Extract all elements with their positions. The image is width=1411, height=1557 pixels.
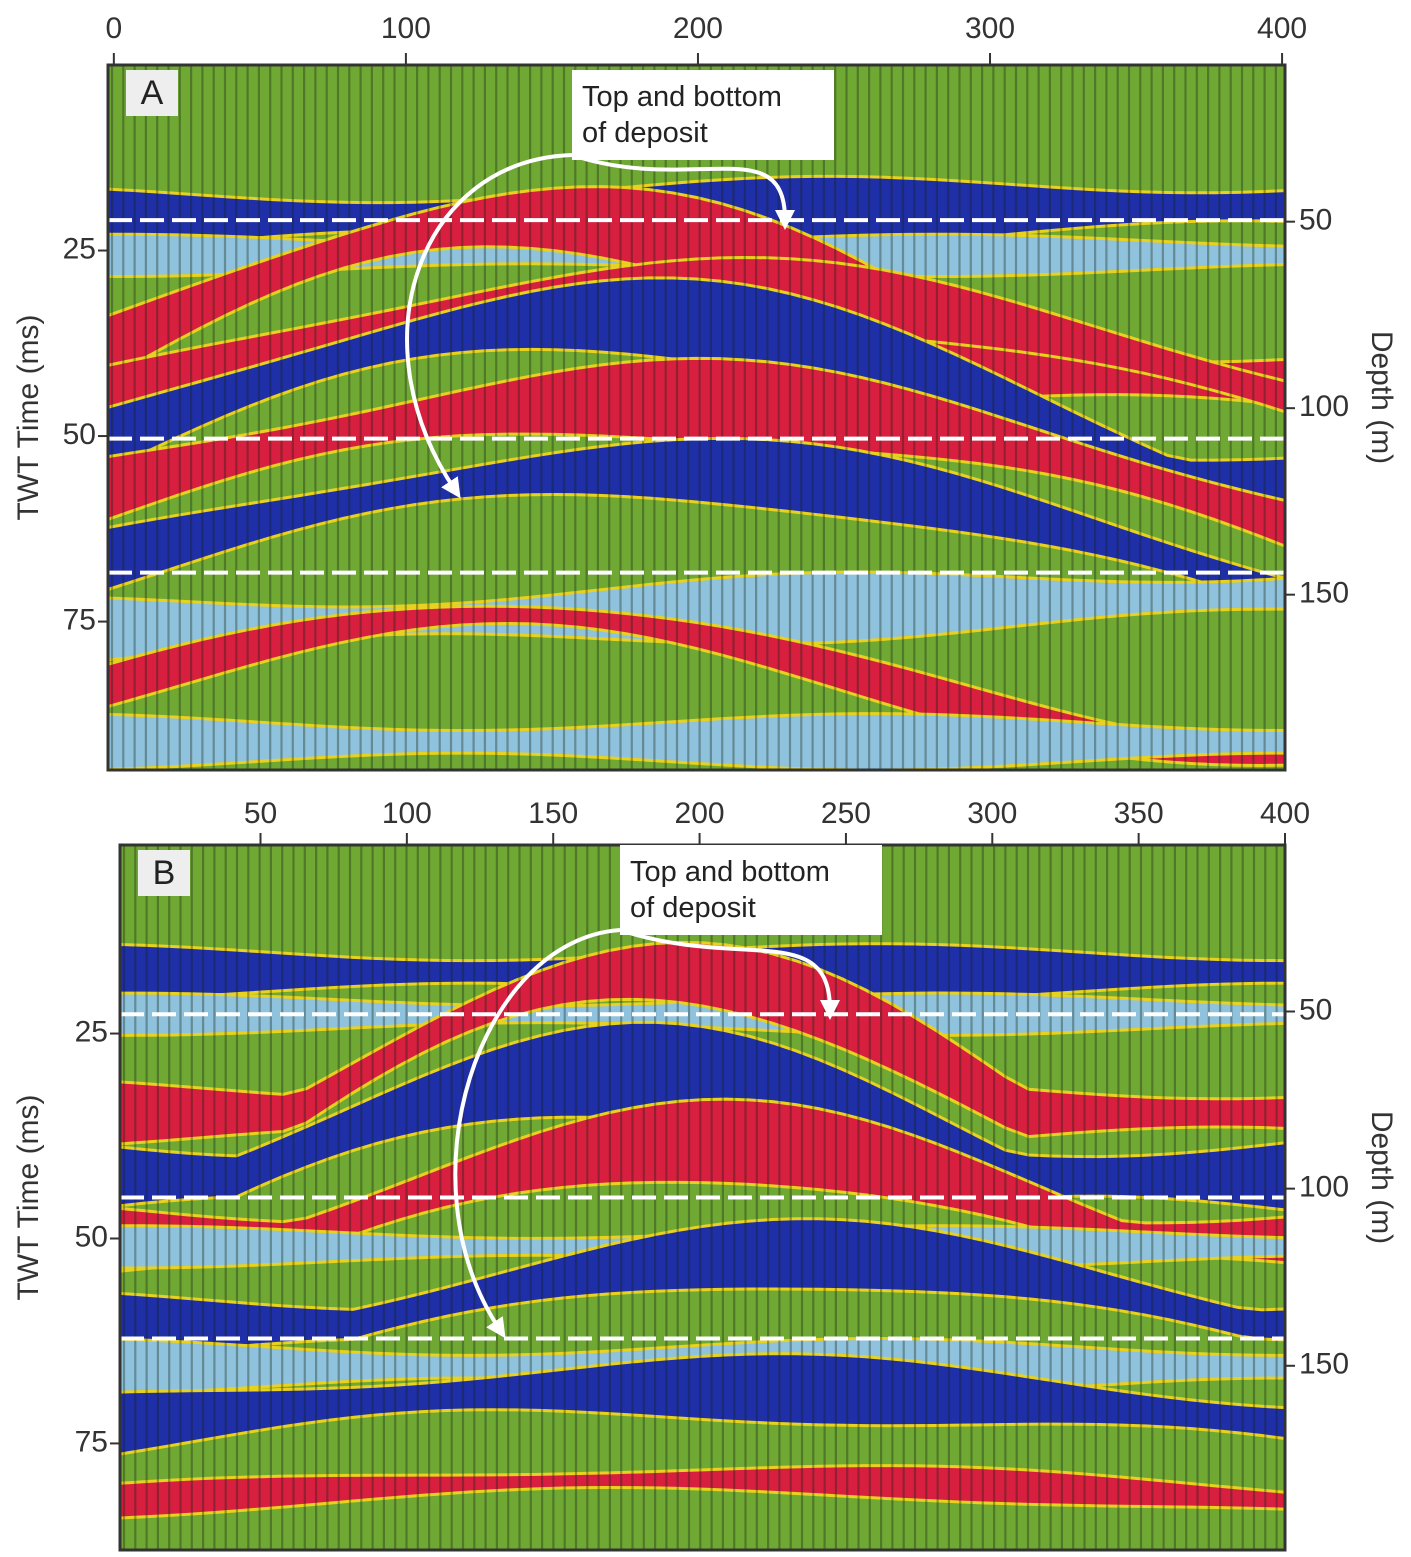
y-tick-label: 75 <box>75 1425 108 1458</box>
x-tick-label: 200 <box>673 12 723 45</box>
annotation-text: Top and bottom <box>630 856 830 888</box>
arrow <box>453 928 621 1339</box>
reflector-band <box>120 1352 1285 1456</box>
reflector-band <box>120 1464 1285 1520</box>
arrow <box>619 928 840 1020</box>
annotation-text: of deposit <box>582 117 708 149</box>
x-tick-label: 150 <box>528 797 578 830</box>
reflector-band <box>108 570 1285 662</box>
x-tick-label: 200 <box>675 797 725 830</box>
y2-tick-label: 150 <box>1299 577 1349 610</box>
x-tick-label: 300 <box>965 12 1015 45</box>
y-tick-label: 25 <box>63 232 96 265</box>
annotation-text: of deposit <box>630 892 756 924</box>
x-tick-label: 100 <box>382 797 432 830</box>
x-tick-label: 350 <box>1114 797 1164 830</box>
y-axis-label: TWT Time (ms) <box>12 314 45 520</box>
panel-label-box <box>138 850 190 896</box>
x-tick-label: 400 <box>1260 797 1310 830</box>
arrow <box>571 153 795 230</box>
y2-tick-label: 150 <box>1299 1348 1349 1381</box>
x-tick-label: 100 <box>381 12 431 45</box>
panel-label: B <box>153 854 176 892</box>
annotation-box <box>620 845 882 935</box>
panel-label: A <box>141 74 164 112</box>
y2-tick-label: 100 <box>1299 1171 1349 1204</box>
seismic-image <box>108 65 1285 770</box>
y-tick-label: 50 <box>75 1220 108 1253</box>
reflector-band <box>108 276 1285 506</box>
y-axis-label: TWT Time (ms) <box>12 1094 45 1300</box>
reflector-band <box>108 712 1285 770</box>
y-tick-label: 25 <box>75 1015 108 1048</box>
panel-label-box <box>126 70 178 116</box>
reflector-band <box>108 356 1285 548</box>
y2-axis-label: Depth (m) <box>1365 1111 1398 1244</box>
panel: 50 100 150 200 250 300 350 400 25 50 75 50 100 150 TWT… <box>12 797 1398 1552</box>
panel: 0 100 200 300 400 25 50 75 50 100 150 TWT Time (ms)… <box>12 12 1398 772</box>
x-tick-label: 0 <box>105 12 122 45</box>
x-tick-label: 250 <box>821 797 871 830</box>
x-tick-label: 50 <box>244 797 277 830</box>
y2-tick-label: 100 <box>1299 390 1349 423</box>
x-tick-label: 400 <box>1257 12 1307 45</box>
y-tick-label: 50 <box>63 418 96 451</box>
arrow <box>405 153 573 499</box>
annotation-box <box>572 70 834 160</box>
y2-tick-label: 50 <box>1299 993 1332 1026</box>
x-tick-label: 300 <box>967 797 1017 830</box>
reflector-band <box>108 436 1285 611</box>
y2-tick-label: 50 <box>1299 204 1332 237</box>
y2-axis-label: Depth (m) <box>1365 331 1398 464</box>
y-tick-label: 75 <box>63 604 96 637</box>
seismic-image <box>120 845 1285 1550</box>
reflector-band <box>120 1217 1285 1357</box>
frame <box>106 63 1287 772</box>
reflector-band <box>108 185 1285 407</box>
annotation-text: Top and bottom <box>582 81 782 113</box>
